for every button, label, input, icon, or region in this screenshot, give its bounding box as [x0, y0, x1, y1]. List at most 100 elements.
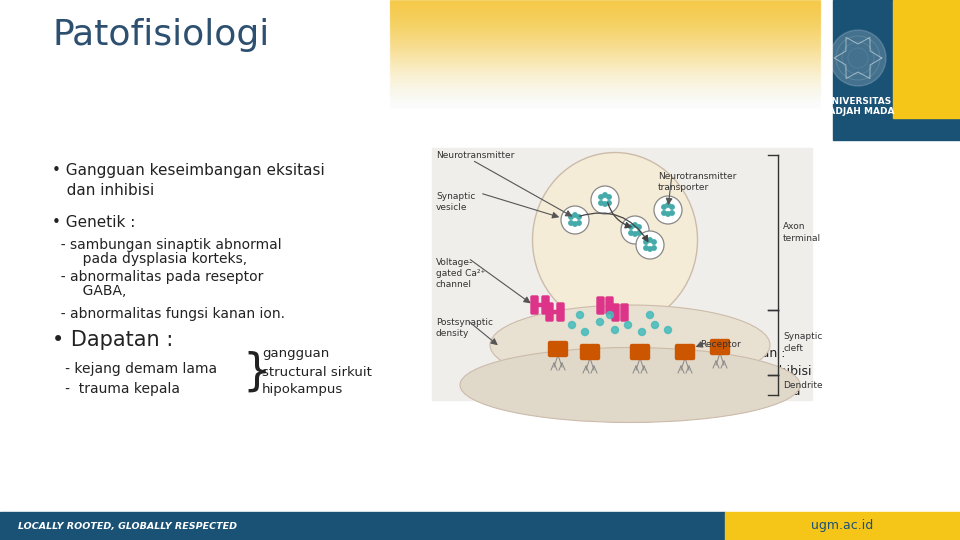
Text: GADJAH MADA: GADJAH MADA: [821, 107, 895, 116]
Circle shape: [577, 312, 584, 319]
Bar: [390, 19, 820, 20]
Circle shape: [670, 205, 674, 209]
Circle shape: [638, 328, 645, 335]
Circle shape: [648, 238, 652, 242]
FancyBboxPatch shape: [542, 296, 549, 314]
Bar: [390, 105, 820, 106]
Text: gangguan
structural sirkuit
hipokampus: gangguan structural sirkuit hipokampus: [262, 348, 372, 396]
Bar: [390, 79, 820, 80]
Bar: [390, 12, 820, 13]
Bar: [390, 5, 820, 6]
Circle shape: [648, 247, 652, 251]
Bar: [390, 80, 820, 81]
Bar: [537, 303, 543, 306]
Circle shape: [607, 201, 612, 205]
Text: }: }: [242, 350, 271, 394]
Circle shape: [661, 205, 666, 209]
Bar: [390, 48, 820, 49]
Text: LOCALLY ROOTED, GLOBALLY RESPECTED: LOCALLY ROOTED, GLOBALLY RESPECTED: [18, 522, 237, 530]
Text: - sambungan sinaptik abnormal: - sambungan sinaptik abnormal: [52, 238, 281, 252]
Bar: [390, 108, 820, 109]
Circle shape: [603, 193, 608, 197]
Circle shape: [652, 321, 659, 328]
Circle shape: [599, 201, 603, 205]
Text: -  trauma kepala: - trauma kepala: [52, 382, 180, 396]
Bar: [390, 82, 820, 83]
Bar: [390, 58, 820, 59]
FancyBboxPatch shape: [676, 345, 685, 360]
Bar: [390, 6, 820, 7]
Bar: [390, 42, 820, 43]
Bar: [390, 69, 820, 70]
Bar: [552, 310, 558, 313]
Bar: [390, 20, 820, 21]
Bar: [390, 46, 820, 47]
FancyBboxPatch shape: [606, 297, 613, 314]
Bar: [390, 55, 820, 56]
Bar: [390, 52, 820, 53]
Bar: [390, 106, 820, 107]
Circle shape: [646, 312, 654, 319]
Bar: [390, 43, 820, 44]
Ellipse shape: [460, 348, 800, 422]
FancyBboxPatch shape: [546, 303, 553, 321]
Circle shape: [625, 321, 632, 328]
Bar: [390, 15, 820, 16]
Bar: [390, 53, 820, 54]
Text: Synaptic
cleft: Synaptic cleft: [783, 333, 823, 353]
Bar: [390, 32, 820, 33]
Text: Synaptic
vesicle: Synaptic vesicle: [436, 192, 475, 212]
Bar: [390, 86, 820, 87]
Circle shape: [629, 231, 634, 235]
FancyBboxPatch shape: [684, 345, 694, 360]
Bar: [390, 84, 820, 85]
Ellipse shape: [533, 152, 698, 327]
Circle shape: [661, 211, 666, 215]
Bar: [390, 114, 820, 115]
Circle shape: [652, 240, 657, 244]
Bar: [390, 24, 820, 25]
Bar: [390, 34, 820, 35]
Bar: [390, 72, 820, 73]
Bar: [390, 81, 820, 82]
Text: pada dysplasia korteks,: pada dysplasia korteks,: [52, 252, 247, 266]
Bar: [390, 37, 820, 38]
Bar: [390, 109, 820, 110]
Bar: [390, 4, 820, 5]
Bar: [390, 64, 820, 65]
Circle shape: [573, 222, 577, 226]
Bar: [390, 49, 820, 50]
FancyBboxPatch shape: [589, 345, 599, 360]
Circle shape: [666, 203, 670, 207]
Bar: [390, 78, 820, 79]
Bar: [390, 71, 820, 72]
Circle shape: [644, 246, 648, 250]
Bar: [390, 63, 820, 64]
FancyBboxPatch shape: [639, 345, 650, 360]
Text: GABA,: GABA,: [52, 284, 127, 298]
FancyBboxPatch shape: [612, 304, 619, 321]
Bar: [390, 13, 820, 14]
Bar: [390, 107, 820, 108]
Bar: [390, 73, 820, 74]
FancyBboxPatch shape: [631, 345, 640, 360]
Bar: [390, 76, 820, 77]
Bar: [390, 102, 820, 103]
Bar: [390, 89, 820, 90]
Bar: [390, 44, 820, 45]
Bar: [390, 57, 820, 58]
Circle shape: [621, 216, 649, 244]
Bar: [390, 113, 820, 114]
Bar: [390, 31, 820, 32]
Bar: [390, 103, 820, 104]
Circle shape: [596, 319, 604, 326]
Text: Axon
terminal: Axon terminal: [783, 222, 821, 242]
Bar: [390, 66, 820, 67]
Bar: [390, 51, 820, 52]
FancyBboxPatch shape: [597, 297, 604, 314]
Circle shape: [607, 312, 613, 319]
Bar: [893, 0, 960, 118]
FancyBboxPatch shape: [710, 340, 721, 354]
Circle shape: [670, 211, 674, 215]
Bar: [390, 112, 820, 113]
